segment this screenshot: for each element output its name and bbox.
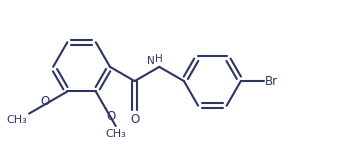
Text: Br: Br bbox=[265, 75, 278, 88]
Text: O: O bbox=[40, 95, 49, 108]
Text: N: N bbox=[147, 56, 155, 66]
Text: CH₃: CH₃ bbox=[7, 115, 27, 125]
Text: O: O bbox=[130, 113, 139, 126]
Text: O: O bbox=[107, 110, 116, 123]
Text: CH₃: CH₃ bbox=[105, 129, 126, 139]
Text: H: H bbox=[155, 54, 163, 64]
